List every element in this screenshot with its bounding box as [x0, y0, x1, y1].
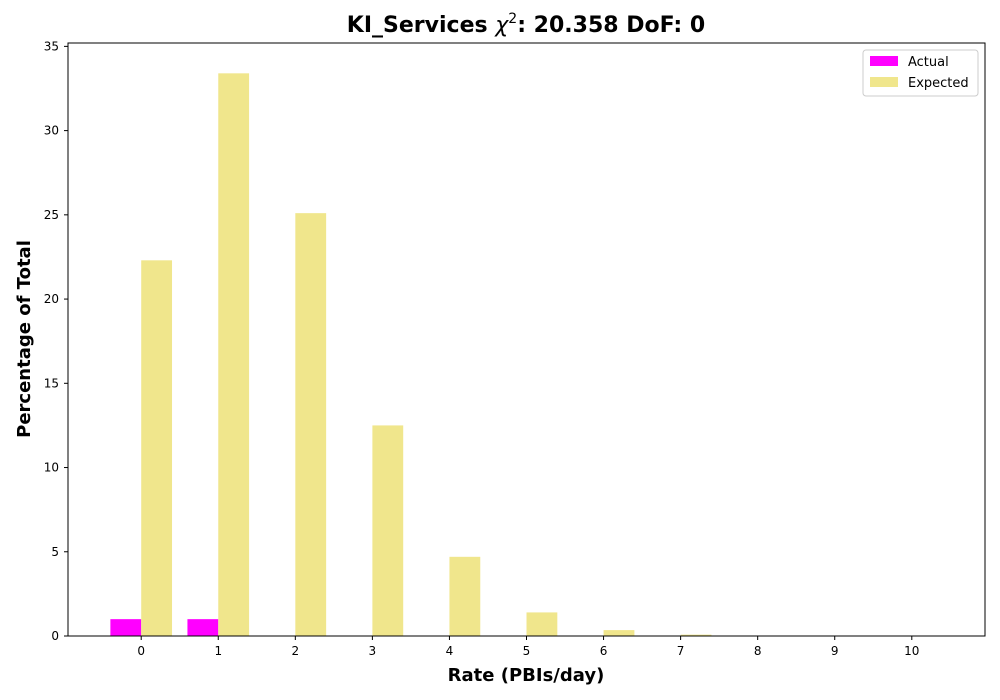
y-tick-label: 20	[44, 292, 59, 306]
x-tick-label: 0	[137, 644, 145, 658]
y-tick-label: 10	[44, 461, 59, 475]
bars-group	[110, 73, 789, 637]
bar-expected-4	[449, 556, 481, 636]
legend-swatch-actual	[870, 56, 898, 66]
x-axis-ticks: 0 1 2 3 4 5 6 7 8 9 10	[137, 636, 919, 658]
legend: Actual Expected	[862, 49, 979, 97]
chart-title-name: KI_Services	[347, 13, 488, 38]
x-tick-label: 9	[831, 644, 839, 658]
x-tick-label: 10	[904, 644, 919, 658]
x-tick-label: 6	[600, 644, 608, 658]
bar-expected-0	[141, 260, 173, 636]
chart-title-chi: χ	[494, 13, 509, 38]
legend-swatch-expected	[870, 77, 898, 87]
legend-label-expected: Expected	[908, 76, 969, 91]
bar-expected-5	[526, 612, 558, 636]
bar-expected-3	[372, 425, 404, 636]
y-axis-label: Percentage of Total	[14, 240, 35, 438]
chart-title-suffix: : 20.358 DoF: 0	[517, 13, 705, 38]
bar-actual-0	[110, 619, 142, 636]
x-axis-label: Rate (PBIs/day)	[448, 665, 605, 686]
x-tick-label: 5	[523, 644, 531, 658]
x-tick-label: 4	[446, 644, 454, 658]
y-axis-ticks: 0 5 10 15 20 25 30 35	[44, 39, 68, 643]
bar-expected-1	[218, 73, 250, 637]
plot-frame	[67, 42, 986, 637]
chart-title: KI_Services χ2: 20.358 DoF: 0	[347, 11, 705, 38]
bar-expected-6	[603, 630, 635, 636]
legend-label-actual: Actual	[908, 55, 949, 70]
y-tick-label: 0	[51, 629, 59, 643]
y-tick-label: 35	[44, 39, 59, 53]
y-tick-label: 25	[44, 208, 59, 222]
y-tick-label: 30	[44, 124, 59, 138]
x-tick-label: 8	[754, 644, 762, 658]
y-tick-label: 5	[51, 545, 59, 559]
x-tick-label: 1	[214, 644, 222, 658]
x-tick-label: 3	[369, 644, 377, 658]
chart-title-chi-exponent: 2	[508, 11, 517, 27]
x-tick-label: 7	[677, 644, 685, 658]
bar-expected-2	[295, 213, 327, 636]
y-tick-label: 15	[44, 376, 59, 390]
bar-actual-1	[187, 619, 219, 636]
bar-expected-7	[680, 634, 712, 636]
x-tick-label: 2	[292, 644, 300, 658]
